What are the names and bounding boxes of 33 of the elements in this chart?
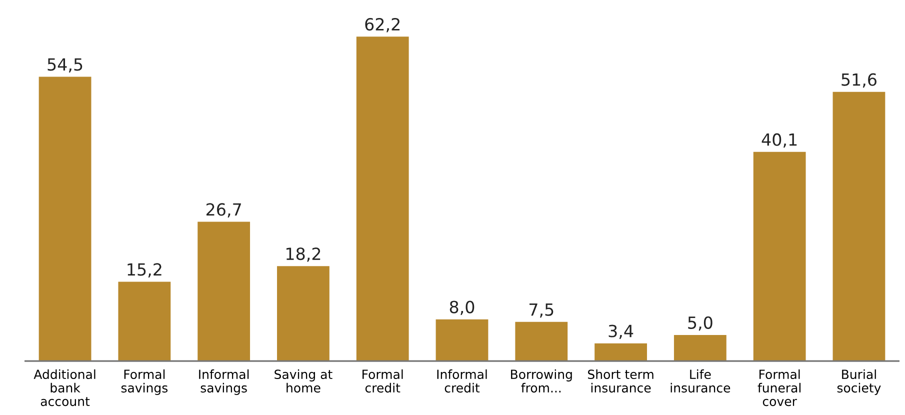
data-label: 26,7 bbox=[206, 203, 241, 218]
data-label: 62,2 bbox=[365, 18, 400, 32]
bar bbox=[356, 36, 409, 362]
x-tick-label: Formal funeral cover bbox=[758, 369, 801, 406]
bar bbox=[515, 322, 568, 362]
bar bbox=[277, 266, 330, 362]
data-label: 18,2 bbox=[286, 248, 320, 262]
data-label: 8,0 bbox=[450, 300, 474, 316]
data-label: 51,6 bbox=[842, 73, 876, 88]
x-tick-label: Saving at home bbox=[274, 369, 332, 393]
data-label: 54,5 bbox=[48, 58, 82, 72]
x-tick-label: Informal savings bbox=[199, 369, 249, 396]
data-label: 15,2 bbox=[128, 263, 162, 278]
x-tick-label: Formal savings bbox=[121, 369, 168, 396]
bar bbox=[832, 92, 886, 362]
x-tick-label: Additional bank account bbox=[34, 369, 96, 406]
data-label: 3,4 bbox=[608, 324, 634, 340]
x-tick-label: Life insurance bbox=[670, 369, 730, 393]
x-tick-label: Burial society bbox=[837, 369, 881, 396]
data-label: 5,0 bbox=[688, 316, 712, 331]
bar bbox=[753, 152, 806, 362]
data-label: 7,5 bbox=[530, 304, 554, 318]
bar bbox=[594, 343, 647, 362]
x-tick-label: Short term insurance bbox=[588, 369, 654, 393]
bar bbox=[118, 282, 171, 362]
bar bbox=[674, 334, 726, 362]
bar bbox=[436, 319, 488, 362]
x-tick-label: Formal credit bbox=[362, 369, 403, 393]
bar bbox=[198, 222, 250, 362]
bar bbox=[38, 76, 92, 362]
x-tick-label: Borrowing from... bbox=[511, 369, 572, 393]
data-label: 40,1 bbox=[762, 133, 797, 148]
x-tick-label: Informal credit bbox=[437, 369, 487, 393]
